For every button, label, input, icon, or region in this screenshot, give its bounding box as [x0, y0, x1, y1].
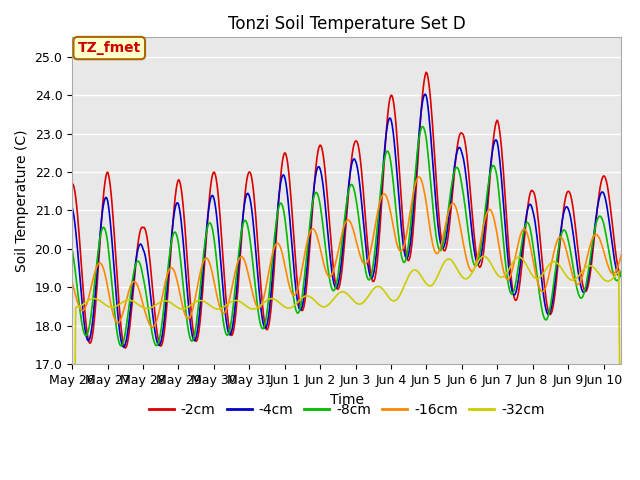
Legend: -2cm, -4cm, -8cm, -16cm, -32cm: -2cm, -4cm, -8cm, -16cm, -32cm: [143, 398, 550, 423]
Y-axis label: Soil Temperature (C): Soil Temperature (C): [15, 130, 29, 272]
X-axis label: Time: Time: [330, 393, 364, 407]
Title: Tonzi Soil Temperature Set D: Tonzi Soil Temperature Set D: [228, 15, 466, 33]
Text: TZ_fmet: TZ_fmet: [77, 41, 141, 55]
